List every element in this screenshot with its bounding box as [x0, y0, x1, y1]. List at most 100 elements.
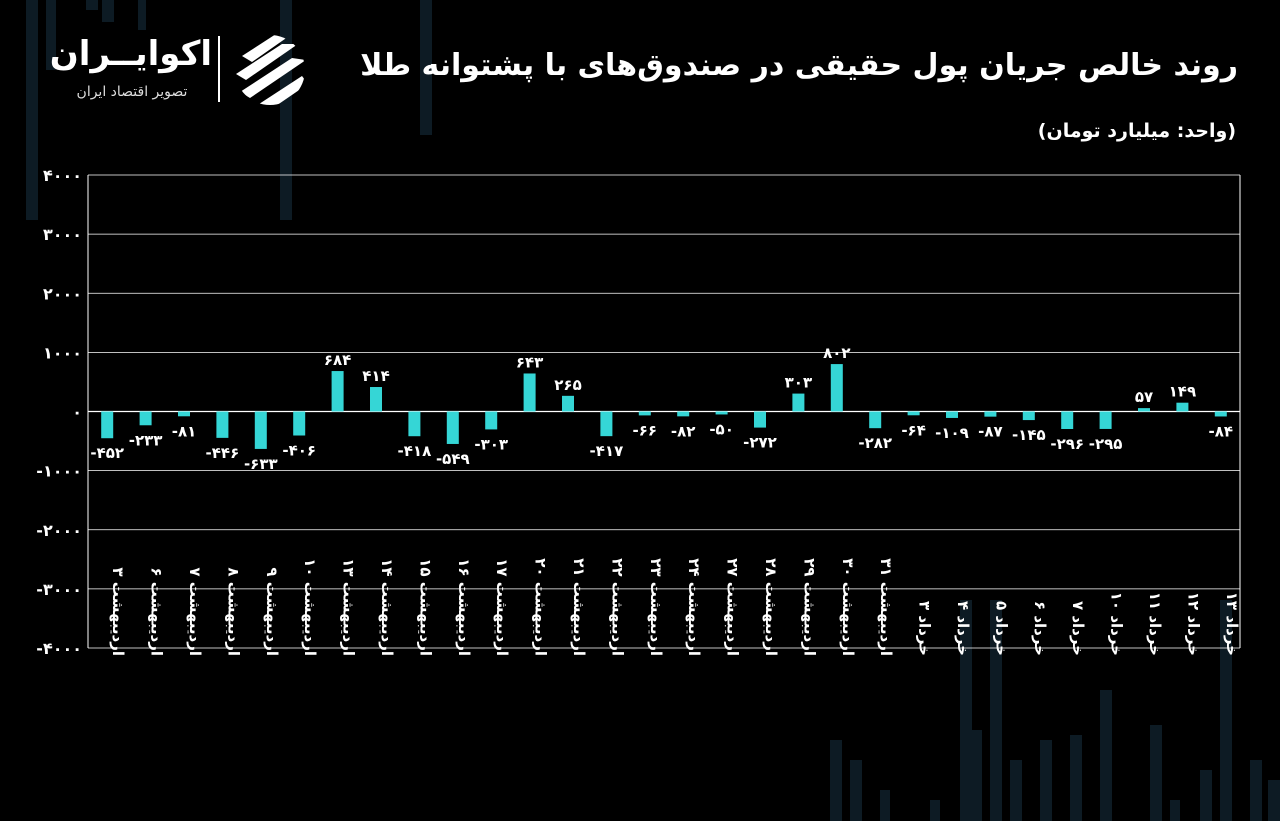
x-tick-label: اردیبهشت ۳	[109, 567, 127, 656]
y-tick-label: ۴۰۰۰	[43, 166, 82, 185]
background-bar	[86, 0, 98, 10]
bar	[600, 411, 613, 437]
x-tick-text: اردیبهشت ۲۸	[762, 558, 780, 656]
background-bar	[850, 760, 862, 821]
chart-unit: (واحد: میلیارد تومان)	[1037, 120, 1236, 142]
bar	[446, 411, 459, 444]
x-tick-text: اردیبهشت ۱۵	[416, 558, 434, 656]
y-tick-label: ۰	[72, 403, 82, 422]
x-tick-label: اردیبهشت ۱۴	[378, 558, 396, 656]
bar	[869, 411, 882, 429]
x-tick-text: اردیبهشت ۲۳	[647, 558, 665, 656]
bar	[638, 411, 651, 416]
x-tick-text: خرداد ۱۲	[1184, 592, 1202, 656]
x-tick-text: اردیبهشت ۹	[263, 567, 281, 656]
bar	[830, 364, 843, 412]
brand-tagline: تصویر اقتصاد ایران	[76, 84, 188, 100]
bar	[139, 411, 152, 426]
data-label: -۳۰۳	[474, 435, 508, 453]
data-label: -۲۳۳	[129, 431, 163, 449]
background-bar	[880, 790, 890, 821]
bar	[1061, 411, 1074, 430]
data-label: -۱۰۹	[935, 424, 969, 442]
x-tick-text: خرداد ۶	[1031, 601, 1049, 656]
y-tick-label: ۱۰۰۰	[43, 343, 82, 362]
data-label: -۶۴	[901, 421, 926, 439]
x-tick-label: اردیبهشت ۱۰	[301, 558, 319, 656]
x-tick-text: خرداد ۴	[954, 601, 972, 656]
x-tick-label: اردیبهشت ۶	[148, 567, 166, 656]
x-tick-label: خرداد ۶	[1031, 601, 1049, 656]
data-label: ۶۴۳	[516, 353, 543, 371]
x-tick-text: خرداد ۳	[916, 601, 934, 656]
bar	[331, 371, 344, 412]
bar	[907, 411, 920, 416]
data-label: -۴۱۸	[398, 442, 432, 460]
bar	[370, 387, 382, 412]
x-tick-text: اردیبهشت ۲۰	[532, 558, 550, 656]
x-tick-text: اردیبهشت ۱۳	[340, 558, 358, 656]
x-tick-text: اردیبهشت ۳۱	[877, 558, 895, 656]
bar	[562, 395, 574, 412]
bar	[984, 411, 997, 417]
data-label: -۲۷۲	[743, 434, 777, 452]
x-tick-text: اردیبهشت ۸	[224, 567, 242, 656]
x-tick-label: خرداد ۱۲	[1184, 592, 1202, 656]
x-tick-label: اردیبهشت ۸	[224, 567, 242, 656]
bar	[1214, 411, 1227, 417]
brand-name: اکوایــران	[49, 34, 212, 74]
x-tick-text: اردیبهشت ۱۷	[493, 558, 511, 656]
bar	[485, 411, 498, 430]
bar	[293, 411, 306, 436]
bar	[715, 411, 728, 415]
x-tick-label: خرداد ۱۰	[1108, 592, 1126, 656]
background-bar	[1010, 760, 1022, 821]
x-tick-label: خرداد ۷	[1069, 601, 1087, 656]
y-tick-label: ۲۰۰۰	[43, 284, 82, 303]
background-bar	[138, 0, 146, 30]
bar	[178, 411, 190, 417]
x-tick-text: اردیبهشت ۲۲	[608, 558, 626, 656]
x-tick-label: خرداد ۳	[916, 601, 934, 656]
background-bar	[1200, 770, 1212, 821]
x-tick-label: اردیبهشت ۲۰	[532, 558, 550, 656]
background-bar	[102, 0, 114, 22]
background-bar	[280, 0, 292, 220]
bar	[254, 411, 267, 449]
x-tick-label: اردیبهشت ۲۷	[724, 558, 742, 656]
bar	[1176, 402, 1189, 412]
x-tick-text: اردیبهشت ۶	[148, 567, 166, 656]
x-tick-label: اردیبهشت ۷	[186, 567, 204, 656]
x-tick-text: اردیبهشت ۱۶	[455, 558, 473, 656]
background-bar	[1100, 690, 1112, 821]
x-tick-label: خرداد ۵	[992, 601, 1010, 656]
x-tick-label: اردیبهشت ۲۱	[570, 558, 588, 656]
y-tick-label: -۲۰۰۰	[36, 521, 82, 540]
data-label: -۴۴۶	[206, 444, 240, 462]
background-bar	[1040, 740, 1052, 821]
x-tick-text: اردیبهشت ۲۹	[800, 558, 818, 656]
y-tick-label: -۳۰۰۰	[36, 580, 82, 599]
data-label: ۴۱۴	[362, 367, 389, 385]
background-bar	[420, 0, 432, 135]
bar	[1138, 408, 1150, 412]
x-tick-label: اردیبهشت ۱۷	[493, 558, 511, 656]
data-label: -۸۴	[1209, 422, 1234, 440]
background-bar	[930, 800, 940, 821]
y-tick-label: ۳۰۰۰	[43, 225, 82, 244]
data-label: -۴۰۶	[282, 442, 316, 460]
background-bar	[830, 740, 842, 821]
data-label: -۲۸۲	[858, 434, 892, 452]
data-label: ۲۶۵	[554, 376, 581, 394]
data-label: -۶۶	[633, 421, 658, 439]
background-bar	[1150, 725, 1162, 821]
data-label: -۴۱۷	[590, 442, 624, 460]
bar	[677, 411, 690, 417]
bar	[754, 411, 766, 428]
x-tick-label: اردیبهشت ۳۱	[877, 558, 895, 656]
data-label: -۲۹۵	[1089, 435, 1123, 453]
bar	[792, 393, 805, 412]
x-tick-label: اردیبهشت ۱۳	[340, 558, 358, 656]
bar	[946, 411, 958, 418]
x-tick-text: اردیبهشت ۲۷	[724, 558, 742, 656]
